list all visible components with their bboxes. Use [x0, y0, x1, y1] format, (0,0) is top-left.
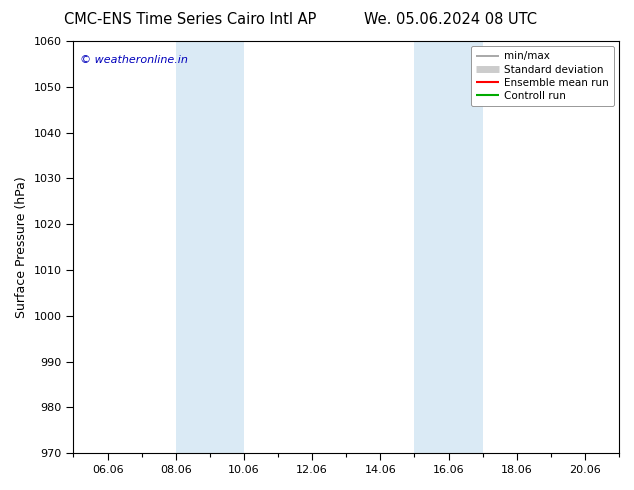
Y-axis label: Surface Pressure (hPa): Surface Pressure (hPa)	[15, 176, 28, 318]
Bar	[415, 41, 482, 453]
Text: We. 05.06.2024 08 UTC: We. 05.06.2024 08 UTC	[364, 12, 536, 27]
Legend: min/max, Standard deviation, Ensemble mean run, Controll run: min/max, Standard deviation, Ensemble me…	[470, 46, 614, 106]
Bar	[176, 41, 244, 453]
Text: CMC-ENS Time Series Cairo Intl AP: CMC-ENS Time Series Cairo Intl AP	[64, 12, 316, 27]
Text: © weatheronline.in: © weatheronline.in	[80, 55, 188, 66]
